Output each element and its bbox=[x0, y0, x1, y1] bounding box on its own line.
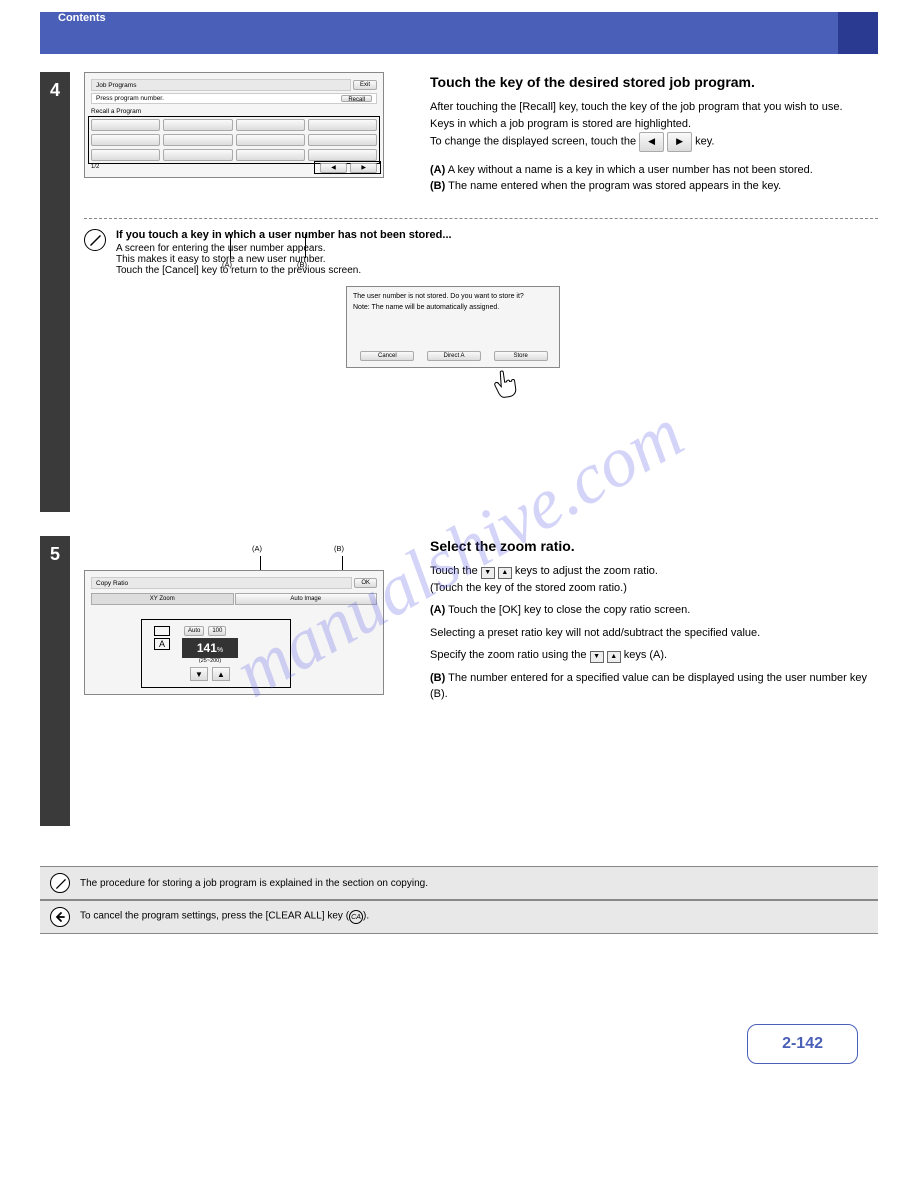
program-key[interactable] bbox=[308, 119, 377, 131]
note-para: A screen for entering the user number ap… bbox=[116, 243, 878, 254]
store-prompt-dialog: The user number is not stored. Do you wa… bbox=[346, 286, 560, 368]
note-para: This makes it easy to store a new user n… bbox=[116, 254, 878, 265]
prompt-note: Note: The name will be automatically ass… bbox=[353, 304, 553, 311]
step5-text: Select the zoom ratio. Touch the ▼ ▲ key… bbox=[430, 536, 878, 703]
header-tab bbox=[838, 12, 878, 54]
step-para: Keys in which a job program is stored ar… bbox=[430, 116, 878, 133]
step-para: Specify the zoom ratio using the ▼ ▲ key… bbox=[430, 647, 878, 664]
step-number: 4 bbox=[40, 72, 70, 512]
program-key[interactable] bbox=[236, 134, 305, 146]
program-key[interactable] bbox=[163, 119, 232, 131]
zoom-diagram-icon: A bbox=[148, 626, 176, 681]
ca-icon: CA bbox=[349, 910, 363, 924]
zoom-down-button[interactable]: ▼ bbox=[190, 667, 208, 681]
zoom-panel: Copy Ratio OK XY Zoom Auto Image A Auto bbox=[84, 570, 384, 695]
step-para: (A) Touch the [OK] key to close the copy… bbox=[430, 602, 878, 619]
direct-a-button[interactable]: Direct A bbox=[427, 351, 481, 361]
page-number: 2-142 bbox=[747, 1024, 858, 1064]
program-grid bbox=[91, 119, 377, 161]
recall-label: Recall a Program bbox=[91, 108, 377, 117]
exit-button[interactable]: Exit bbox=[353, 80, 377, 90]
cancel-icon bbox=[50, 907, 70, 927]
prev-icon: ◀ bbox=[639, 132, 664, 152]
page-indicator: 1/2 bbox=[91, 164, 99, 171]
hundred-button[interactable]: 100 bbox=[208, 626, 226, 636]
recall-button[interactable]: Recall bbox=[341, 95, 372, 102]
note-icon bbox=[50, 873, 70, 893]
zoom-box: A Auto 100 141% (25~200) ▼ ▲ bbox=[141, 619, 291, 688]
program-key[interactable] bbox=[236, 149, 305, 161]
info-text: To cancel the program settings, press th… bbox=[80, 910, 369, 924]
up-arrow-icon: ▲ bbox=[498, 567, 512, 579]
program-key[interactable] bbox=[91, 149, 160, 161]
pointer-icon bbox=[490, 366, 522, 403]
info-bar: The procedure for storing a job program … bbox=[40, 866, 878, 900]
note-para: Touch the [Cancel] key to return to the … bbox=[116, 265, 878, 276]
step-para: Touch the ▼ ▲ keys to adjust the zoom ra… bbox=[430, 563, 878, 580]
cancel-button[interactable]: Cancel bbox=[360, 351, 414, 361]
step4-text: Touch the key of the desired stored job … bbox=[430, 72, 878, 195]
callout-label-a: (A) bbox=[252, 544, 262, 553]
program-key[interactable] bbox=[308, 134, 377, 146]
zoom-up-button[interactable]: ▲ bbox=[212, 667, 230, 681]
step-para: After touching the [Recall] key, touch t… bbox=[430, 99, 878, 116]
step-para: (Touch the key of the stored zoom ratio.… bbox=[430, 580, 878, 597]
program-key[interactable] bbox=[308, 149, 377, 161]
note-icon bbox=[84, 229, 106, 251]
step-heading: Select the zoom ratio. bbox=[430, 536, 878, 557]
zoom-percent-display: 141% bbox=[182, 638, 238, 658]
info-bar: To cancel the program settings, press th… bbox=[40, 900, 878, 934]
step-heading: Touch the key of the desired stored job … bbox=[430, 72, 878, 93]
program-key[interactable] bbox=[91, 119, 160, 131]
header-bar: Contents bbox=[40, 12, 878, 54]
tab-xy-zoom[interactable]: XY Zoom bbox=[91, 593, 234, 605]
program-key[interactable] bbox=[163, 134, 232, 146]
up-arrow-icon: ▲ bbox=[607, 651, 621, 663]
job-programs-panel: Job Programs Exit Press program number. … bbox=[84, 72, 384, 178]
program-key[interactable] bbox=[236, 119, 305, 131]
prompt-text: The user number is not stored. Do you wa… bbox=[353, 293, 553, 300]
note-heading: If you touch a key in which a user numbe… bbox=[116, 229, 878, 241]
program-key[interactable] bbox=[163, 149, 232, 161]
step-para: Selecting a preset ratio key will not ad… bbox=[430, 625, 878, 642]
step-para: (B) The number entered for a specified v… bbox=[430, 670, 878, 703]
tab-auto-image[interactable]: Auto Image bbox=[235, 593, 378, 605]
callout-label-b: (B) bbox=[334, 544, 344, 553]
zoom-range: (25~200) bbox=[182, 658, 238, 664]
step-number: 5 bbox=[40, 536, 70, 826]
auto-button[interactable]: Auto bbox=[184, 626, 204, 636]
info-text: The procedure for storing a job program … bbox=[80, 878, 428, 889]
down-arrow-icon: ▼ bbox=[590, 651, 604, 663]
ok-button[interactable]: OK bbox=[354, 578, 377, 588]
panel-title: Job Programs bbox=[91, 79, 351, 91]
header-title: Contents bbox=[40, 0, 124, 38]
panel-title: Copy Ratio bbox=[91, 577, 352, 589]
step-para: (B) The name entered when the program wa… bbox=[430, 178, 878, 195]
store-button[interactable]: Store bbox=[494, 351, 548, 361]
next-icon: ▶ bbox=[667, 132, 692, 152]
step-para: (A) A key without a name is a key in whi… bbox=[430, 162, 878, 179]
prev-page-button[interactable]: ◀ bbox=[320, 163, 347, 173]
down-arrow-icon: ▼ bbox=[481, 567, 495, 579]
panel-subtitle: Press program number. bbox=[96, 95, 164, 102]
program-key[interactable] bbox=[91, 134, 160, 146]
next-page-button[interactable]: ▶ bbox=[350, 163, 377, 173]
step-para: To change the displayed screen, touch th… bbox=[430, 132, 878, 152]
